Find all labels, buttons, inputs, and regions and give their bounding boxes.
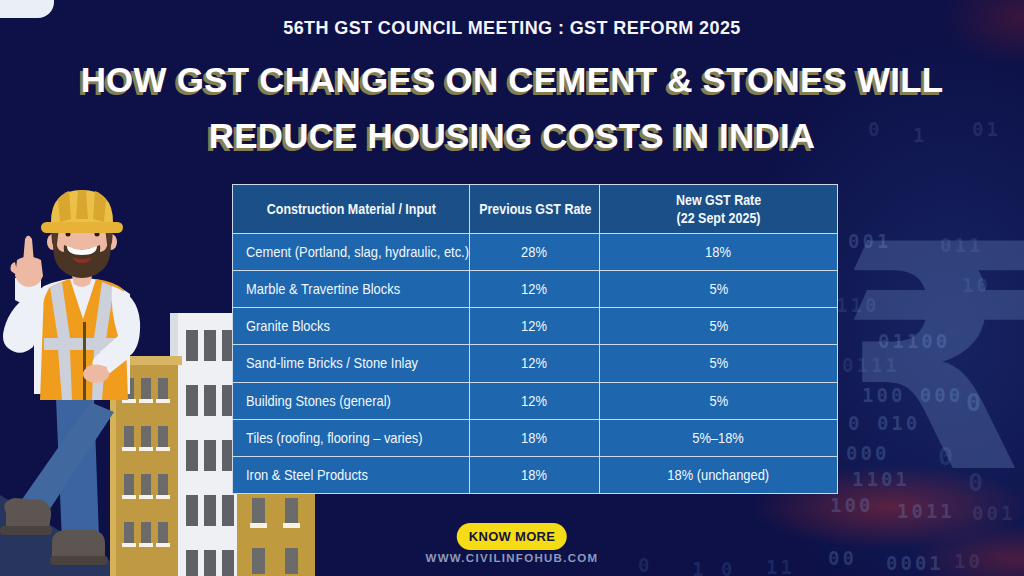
kicker-text: 56TH GST COUNCIL MEETING : GST REFORM 20…	[0, 18, 1024, 39]
cell-previous: 18%	[470, 456, 600, 493]
cell-previous: 12%	[470, 345, 600, 382]
cell-material: Iron & Steel Products	[233, 456, 470, 493]
infographic-page: { "header": { "kicker": "56TH GST COUNCI…	[0, 0, 1024, 576]
cell-new: 5%	[600, 382, 838, 419]
worker-vest-zipper	[83, 322, 86, 400]
rupee-watermark-icon: ₹	[838, 204, 1024, 534]
cell-previous: 18%	[470, 419, 600, 456]
cell-material-text: Marble & Travertine Blocks	[246, 280, 400, 297]
col-header-previous-label: Previous GST Rate	[479, 200, 591, 218]
worker-hard-hat	[41, 190, 123, 233]
title-line-1: HOW GST CHANGES ON CEMENT & STONES WILL	[0, 52, 1024, 108]
cell-new-text: 5%	[709, 317, 728, 334]
table-row: Tiles (roofing, flooring – varies) 18% 5…	[233, 419, 838, 456]
cell-previous: 28%	[470, 234, 600, 271]
cell-previous: 12%	[470, 271, 600, 308]
gst-rates-table: Construction Material / Input Previous G…	[232, 184, 838, 494]
cell-material: Granite Blocks	[233, 308, 470, 345]
cell-material: Marble & Travertine Blocks	[233, 271, 470, 308]
table-row: Sand-lime Bricks / Stone Inlay 12% 5%	[233, 345, 838, 382]
cell-new: 5%–18%	[600, 419, 838, 456]
cell-new-text: 18%	[706, 243, 732, 260]
table-row: Cement (Portland, slag, hydraulic, etc.)…	[233, 234, 838, 271]
table-row: Marble & Travertine Blocks 12% 5%	[233, 271, 838, 308]
cell-previous: 12%	[470, 308, 600, 345]
cell-previous: 12%	[470, 382, 600, 419]
website-url: WWW.CIVILINFOHUB.COM	[0, 552, 1024, 564]
cell-new: 18% (unchanged)	[600, 456, 838, 493]
cell-material-text: Sand-lime Bricks / Stone Inlay	[246, 354, 418, 371]
col-header-new: New GST Rate (22 Sept 2025)	[600, 185, 838, 234]
table-row: Building Stones (general) 12% 5%	[233, 382, 838, 419]
col-header-material-label: Construction Material / Input	[266, 200, 435, 218]
cell-new: 5%	[600, 308, 838, 345]
col-header-previous: Previous GST Rate	[470, 185, 600, 234]
cell-previous-text: 12%	[522, 280, 548, 297]
know-more-button[interactable]: KNOW MORE	[457, 523, 567, 550]
table-header-row: Construction Material / Input Previous G…	[233, 185, 838, 234]
cell-material-text: Tiles (roofing, flooring – varies)	[246, 429, 423, 446]
table-row: Iron & Steel Products 18% 18% (unchanged…	[233, 456, 838, 493]
cell-material-text: Building Stones (general)	[246, 392, 391, 409]
col-header-new-label: New GST Rate (22 Sept 2025)	[676, 191, 761, 227]
cell-new-text: 18% (unchanged)	[668, 466, 770, 483]
cell-material-text: Cement (Portland, slag, hydraulic, etc.)	[246, 243, 469, 260]
cell-previous-text: 28%	[522, 243, 548, 260]
cell-new-text: 5%–18%	[693, 429, 745, 446]
table-row: Granite Blocks 12% 5%	[233, 308, 838, 345]
cell-new-text: 5%	[709, 280, 728, 297]
cell-material-text: Granite Blocks	[246, 317, 330, 334]
cell-new-text: 5%	[709, 354, 728, 371]
cell-material: Tiles (roofing, flooring – varies)	[233, 419, 470, 456]
cell-new: 5%	[600, 271, 838, 308]
cell-material: Cement (Portland, slag, hydraulic, etc.)	[233, 234, 470, 271]
cell-previous-text: 18%	[522, 429, 548, 446]
col-header-material: Construction Material / Input	[233, 185, 470, 234]
cell-new: 18%	[600, 234, 838, 271]
cell-new: 5%	[600, 345, 838, 382]
cell-material: Building Stones (general)	[233, 382, 470, 419]
corner-decoration	[0, 0, 54, 18]
cell-material: Sand-lime Bricks / Stone Inlay	[233, 345, 470, 382]
cell-previous-text: 18%	[522, 466, 548, 483]
building-white	[170, 313, 237, 576]
cell-previous-text: 12%	[522, 317, 548, 334]
cell-previous-text: 12%	[522, 392, 548, 409]
cell-new-text: 5%	[709, 392, 728, 409]
cell-material-text: Iron & Steel Products	[246, 466, 368, 483]
cell-previous-text: 12%	[522, 354, 548, 371]
